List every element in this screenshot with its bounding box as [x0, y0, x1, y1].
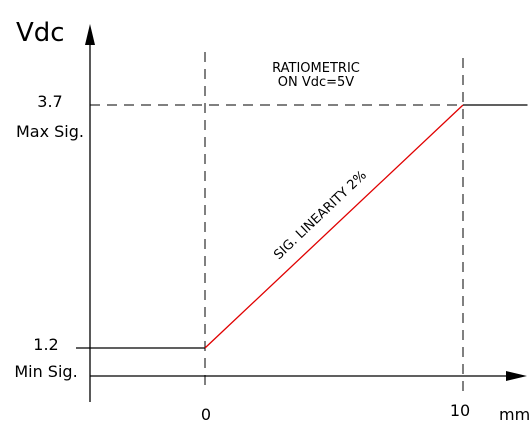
- x-axis-title: mm: [499, 405, 529, 424]
- y-tick-label-min: 1.2: [33, 335, 58, 354]
- x-tick-label-10: 10: [450, 401, 470, 420]
- x-axis-arrow-icon: [506, 371, 527, 381]
- x-tick-label-0: 0: [201, 405, 211, 424]
- y-axis-title: Vdc: [16, 18, 65, 48]
- annotation-ratiometric-line1: RATIOMETRIC: [272, 61, 360, 76]
- y-axis-arrow-icon: [85, 24, 95, 45]
- series-layer: [76, 104, 528, 349]
- y-tick-label-max: 3.7: [37, 92, 62, 111]
- y-tick-sublabel-max: Max Sig.: [16, 122, 84, 141]
- series-line-1: [204, 104, 464, 349]
- y-tick-sublabel-min: Min Sig.: [14, 362, 77, 381]
- annotation-linearity: SIG. LINEARITY 2%: [271, 168, 370, 263]
- annotation-ratiometric-line2: ON Vdc=5V: [278, 75, 355, 90]
